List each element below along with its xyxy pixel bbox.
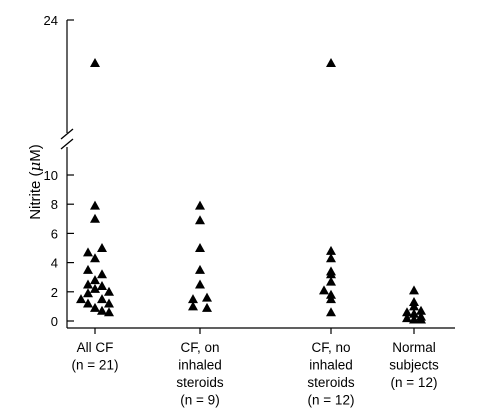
y-tick-label: 4: [51, 256, 58, 271]
y-tick-label: 2: [51, 285, 58, 300]
y-tick-label: 24: [44, 13, 58, 28]
data-point: [188, 294, 198, 304]
y-tick-label: 0: [51, 314, 58, 329]
data-point: [83, 298, 93, 308]
x-category-label: (n = 21): [72, 358, 119, 373]
axes: [60, 19, 455, 334]
data-point: [416, 314, 426, 324]
data-point: [83, 279, 93, 289]
data-point: [326, 253, 336, 263]
data-point: [90, 283, 100, 293]
data-point: [195, 264, 205, 274]
x-category-label: (n = 12): [308, 393, 355, 408]
data-point: [97, 305, 107, 315]
y-axis-title: Nitrite (μM): [26, 144, 44, 220]
data-point: [104, 307, 114, 317]
data-point: [409, 308, 419, 318]
data-point: [83, 264, 93, 274]
axis-break-mark: [60, 128, 74, 140]
x-category-label: CF, no: [311, 340, 350, 355]
data-point: [97, 294, 107, 304]
x-category-label: steroids: [307, 375, 355, 390]
data-point: [83, 247, 93, 257]
data-point: [76, 294, 86, 304]
data-point: [202, 302, 212, 312]
data-point: [104, 286, 114, 296]
x-category-label: Normal: [392, 340, 436, 355]
x-category-label: inhaled: [178, 358, 222, 373]
data-point: [326, 269, 336, 279]
data-point: [402, 313, 412, 323]
data-point: [416, 305, 426, 315]
x-category-label: subjects: [389, 358, 439, 373]
y-tick-label: 8: [51, 197, 58, 212]
data-point: [202, 292, 212, 302]
x-category-label: (n = 9): [180, 393, 219, 408]
x-category-label: inhaled: [309, 358, 353, 373]
data-point: [195, 215, 205, 225]
data-point: [195, 200, 205, 210]
data-point: [90, 200, 100, 210]
data-point: [83, 288, 93, 298]
axis-break-mark: [60, 138, 74, 150]
data-point: [90, 58, 100, 67]
data-point: [409, 314, 419, 324]
data-point: [195, 243, 205, 252]
data-point: [326, 58, 336, 67]
y-tick-label: 6: [51, 226, 58, 241]
data-point: [90, 275, 100, 285]
data-point: [326, 276, 336, 286]
data-point: [90, 253, 100, 263]
data-point: [104, 298, 114, 308]
data-point: [195, 279, 205, 289]
y-tick-label: 10: [44, 168, 58, 183]
data-point: [319, 285, 329, 295]
data-point: [402, 307, 412, 317]
data-point: [326, 294, 336, 304]
data-point: [409, 285, 419, 295]
data-point: [326, 307, 336, 317]
data-point: [97, 280, 107, 290]
x-category-label: steroids: [176, 375, 224, 390]
data-point: [97, 243, 107, 252]
data-points: [76, 58, 426, 324]
data-point: [90, 302, 100, 312]
data-point: [97, 269, 107, 279]
data-point: [188, 301, 198, 311]
data-point: [90, 213, 100, 223]
data-point: [409, 301, 419, 311]
x-category-label: All CF: [77, 340, 114, 355]
x-category-label: (n = 12): [391, 375, 438, 390]
data-point: [326, 245, 336, 255]
x-category-label: CF, on: [180, 340, 219, 355]
